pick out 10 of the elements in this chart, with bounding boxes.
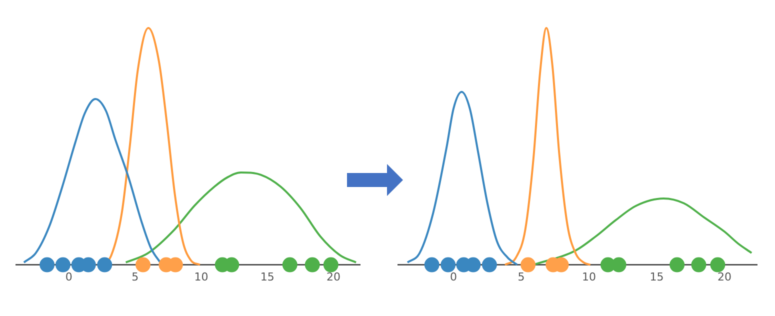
x-tick-label: 0 [65,270,72,284]
x-tick-label: 10 [194,270,208,284]
x-tick-label: 0 [450,270,458,284]
x-tick-label: 15 [650,270,664,284]
x-tick-label: 15 [260,270,274,284]
x-tick-label: 20 [326,270,341,284]
x-tick-label: 5 [132,270,139,284]
x-tick-label: 5 [518,270,525,284]
x-tick-label: 10 [582,270,596,284]
x-tick-label: 20 [717,270,732,284]
